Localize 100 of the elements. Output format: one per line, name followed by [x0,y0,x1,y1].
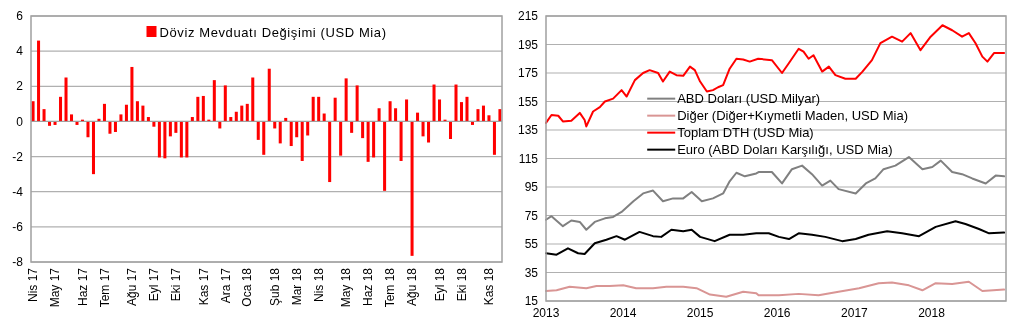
bar [108,121,112,134]
x-tick-label: Kas 18 [482,267,497,306]
bar [476,109,480,122]
y-tick-label: -8 [12,255,24,270]
line-series [545,156,1006,231]
bar [174,121,178,133]
bar [421,121,425,137]
x-tick-label: Nis 18 [311,267,326,303]
y-tick-label: 2 [16,79,24,94]
bar [492,121,496,155]
x-tick-label: 2015 [686,306,714,320]
bar [229,117,233,122]
bar [481,105,485,122]
bar [459,102,463,122]
y-tick-label: 15 [524,294,539,309]
bar [223,85,227,122]
bar [163,121,167,159]
bar [190,117,194,122]
bar [179,121,183,158]
x-tick-label: Haz 18 [361,267,376,307]
y-tick-label: -4 [12,184,24,199]
bar [124,104,128,122]
bar [119,114,123,122]
bar [185,121,189,158]
bar [135,101,139,122]
x-tick-label: Ağu 17 [125,267,140,307]
bar [350,121,354,133]
bar [311,96,315,122]
x-tick-label: Tem 17 [97,267,112,308]
bar [295,121,299,138]
bar [267,68,271,122]
bar [388,101,392,122]
x-tick-label: May 17 [48,267,63,308]
bar [201,95,205,122]
bar [146,117,150,122]
line-series [545,220,1006,256]
x-tick-label: Ağu 18 [405,267,420,307]
y-tick-label: 4 [16,44,24,59]
x-tick-label: Mar 18 [289,267,304,306]
legend-label: ABD Doları (USD Milyar) [677,91,821,107]
bar [405,99,409,122]
x-tick-label: 2018 [918,306,946,320]
x-tick-label: Tem 18 [383,267,398,308]
x-tick-label: 2016 [763,306,791,320]
x-tick-label: Şub 18 [267,267,282,307]
bar [361,121,365,139]
bar [168,121,172,137]
bar [91,121,95,175]
bar [383,121,387,191]
y-tick-label: 55 [524,237,539,252]
y-tick-label: 135 [517,123,539,138]
bar [37,40,41,122]
bar [64,77,68,122]
bar [196,96,200,122]
bar [212,80,216,122]
y-tick-label: -2 [12,149,24,164]
x-tick-label: Oca 18 [240,267,255,307]
bar [289,121,293,147]
bar [432,84,436,122]
y-tick-label: 95 [524,180,539,195]
bar [465,96,469,122]
bar [152,121,156,127]
bar [234,111,238,122]
x-tick-label: Eki 17 [169,267,184,302]
x-tick-label: May 18 [339,267,354,308]
bar [70,114,74,122]
bar [240,105,244,122]
x-tick-label: Kas 17 [196,267,211,306]
bar [113,121,117,132]
x-tick-label: Ara 17 [218,267,233,304]
bar [339,121,343,156]
bar [306,121,310,136]
bar [410,121,414,256]
bar [256,121,260,140]
y-tick-label: 215 [517,9,539,24]
x-tick-label: Nis 17 [26,267,41,303]
x-tick-label: Eyl 17 [147,267,162,302]
x-tick-label: Eyl 18 [432,267,447,302]
bar [75,121,79,125]
y-tick-label: 75 [524,208,539,223]
legend-label: Toplam DTH (USD Mia) [677,125,814,141]
line-series [545,24,1006,128]
bar [377,108,381,122]
bar [245,103,249,122]
bar [278,121,282,144]
bar [317,96,321,122]
y-tick-label: -6 [12,220,24,235]
bar [366,121,370,162]
bar [300,121,304,161]
legend-label: Diğer (Diğer+Kıymetli Maden, USD Mia) [677,108,909,124]
y-tick-label: 175 [517,66,539,81]
bar [355,85,359,122]
y-tick-label: 195 [517,37,539,52]
bar [449,121,453,139]
y-tick-label: 35 [524,265,539,280]
y-tick-label: 0 [16,114,24,129]
bar [372,121,376,158]
bar [102,103,106,122]
bar [86,121,90,138]
legend-label: Euro (ABD Doları Karşılığı, USD Mia) [677,142,893,158]
